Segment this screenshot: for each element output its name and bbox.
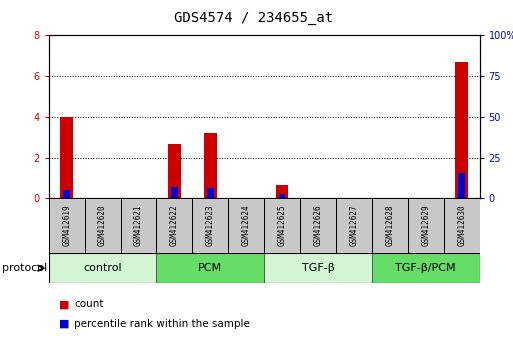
Bar bbox=[372, 253, 480, 283]
Bar bbox=[372, 198, 408, 253]
Text: GSM412630: GSM412630 bbox=[457, 205, 466, 246]
Bar bbox=[121, 198, 156, 253]
Bar bbox=[276, 185, 288, 198]
Bar bbox=[207, 188, 213, 198]
Bar bbox=[459, 173, 465, 198]
Text: GSM412626: GSM412626 bbox=[313, 205, 323, 246]
Text: GSM412629: GSM412629 bbox=[421, 205, 430, 246]
Bar bbox=[264, 198, 300, 253]
Text: GSM412627: GSM412627 bbox=[349, 205, 359, 246]
Text: count: count bbox=[74, 299, 104, 309]
Text: ■: ■ bbox=[59, 299, 69, 309]
Text: GSM412625: GSM412625 bbox=[278, 205, 287, 246]
Bar bbox=[300, 198, 336, 253]
Text: ■: ■ bbox=[59, 319, 69, 329]
Bar bbox=[228, 198, 264, 253]
Bar bbox=[336, 198, 372, 253]
Text: GSM412628: GSM412628 bbox=[385, 205, 394, 246]
Bar bbox=[192, 198, 228, 253]
Bar bbox=[156, 198, 192, 253]
Bar bbox=[171, 187, 177, 198]
Bar bbox=[444, 198, 480, 253]
Text: PCM: PCM bbox=[198, 263, 223, 273]
Text: control: control bbox=[83, 263, 122, 273]
Text: protocol: protocol bbox=[2, 263, 47, 273]
Text: GSM412624: GSM412624 bbox=[242, 205, 251, 246]
Bar bbox=[156, 253, 264, 283]
Text: GSM412622: GSM412622 bbox=[170, 205, 179, 246]
Bar bbox=[264, 253, 372, 283]
Text: GSM412623: GSM412623 bbox=[206, 205, 215, 246]
Bar bbox=[204, 133, 216, 198]
Bar bbox=[85, 198, 121, 253]
Bar bbox=[64, 190, 70, 198]
Text: GDS4574 / 234655_at: GDS4574 / 234655_at bbox=[174, 11, 333, 25]
Text: GSM412621: GSM412621 bbox=[134, 205, 143, 246]
Bar bbox=[456, 62, 468, 198]
Text: TGF-β: TGF-β bbox=[302, 263, 334, 273]
Text: GSM412619: GSM412619 bbox=[62, 205, 71, 246]
Bar bbox=[49, 198, 85, 253]
Text: percentile rank within the sample: percentile rank within the sample bbox=[74, 319, 250, 329]
Bar bbox=[408, 198, 444, 253]
Bar bbox=[168, 144, 181, 198]
Text: GSM412620: GSM412620 bbox=[98, 205, 107, 246]
Bar bbox=[61, 117, 73, 198]
Bar bbox=[279, 194, 285, 198]
Bar bbox=[49, 253, 156, 283]
Text: TGF-β/PCM: TGF-β/PCM bbox=[396, 263, 456, 273]
